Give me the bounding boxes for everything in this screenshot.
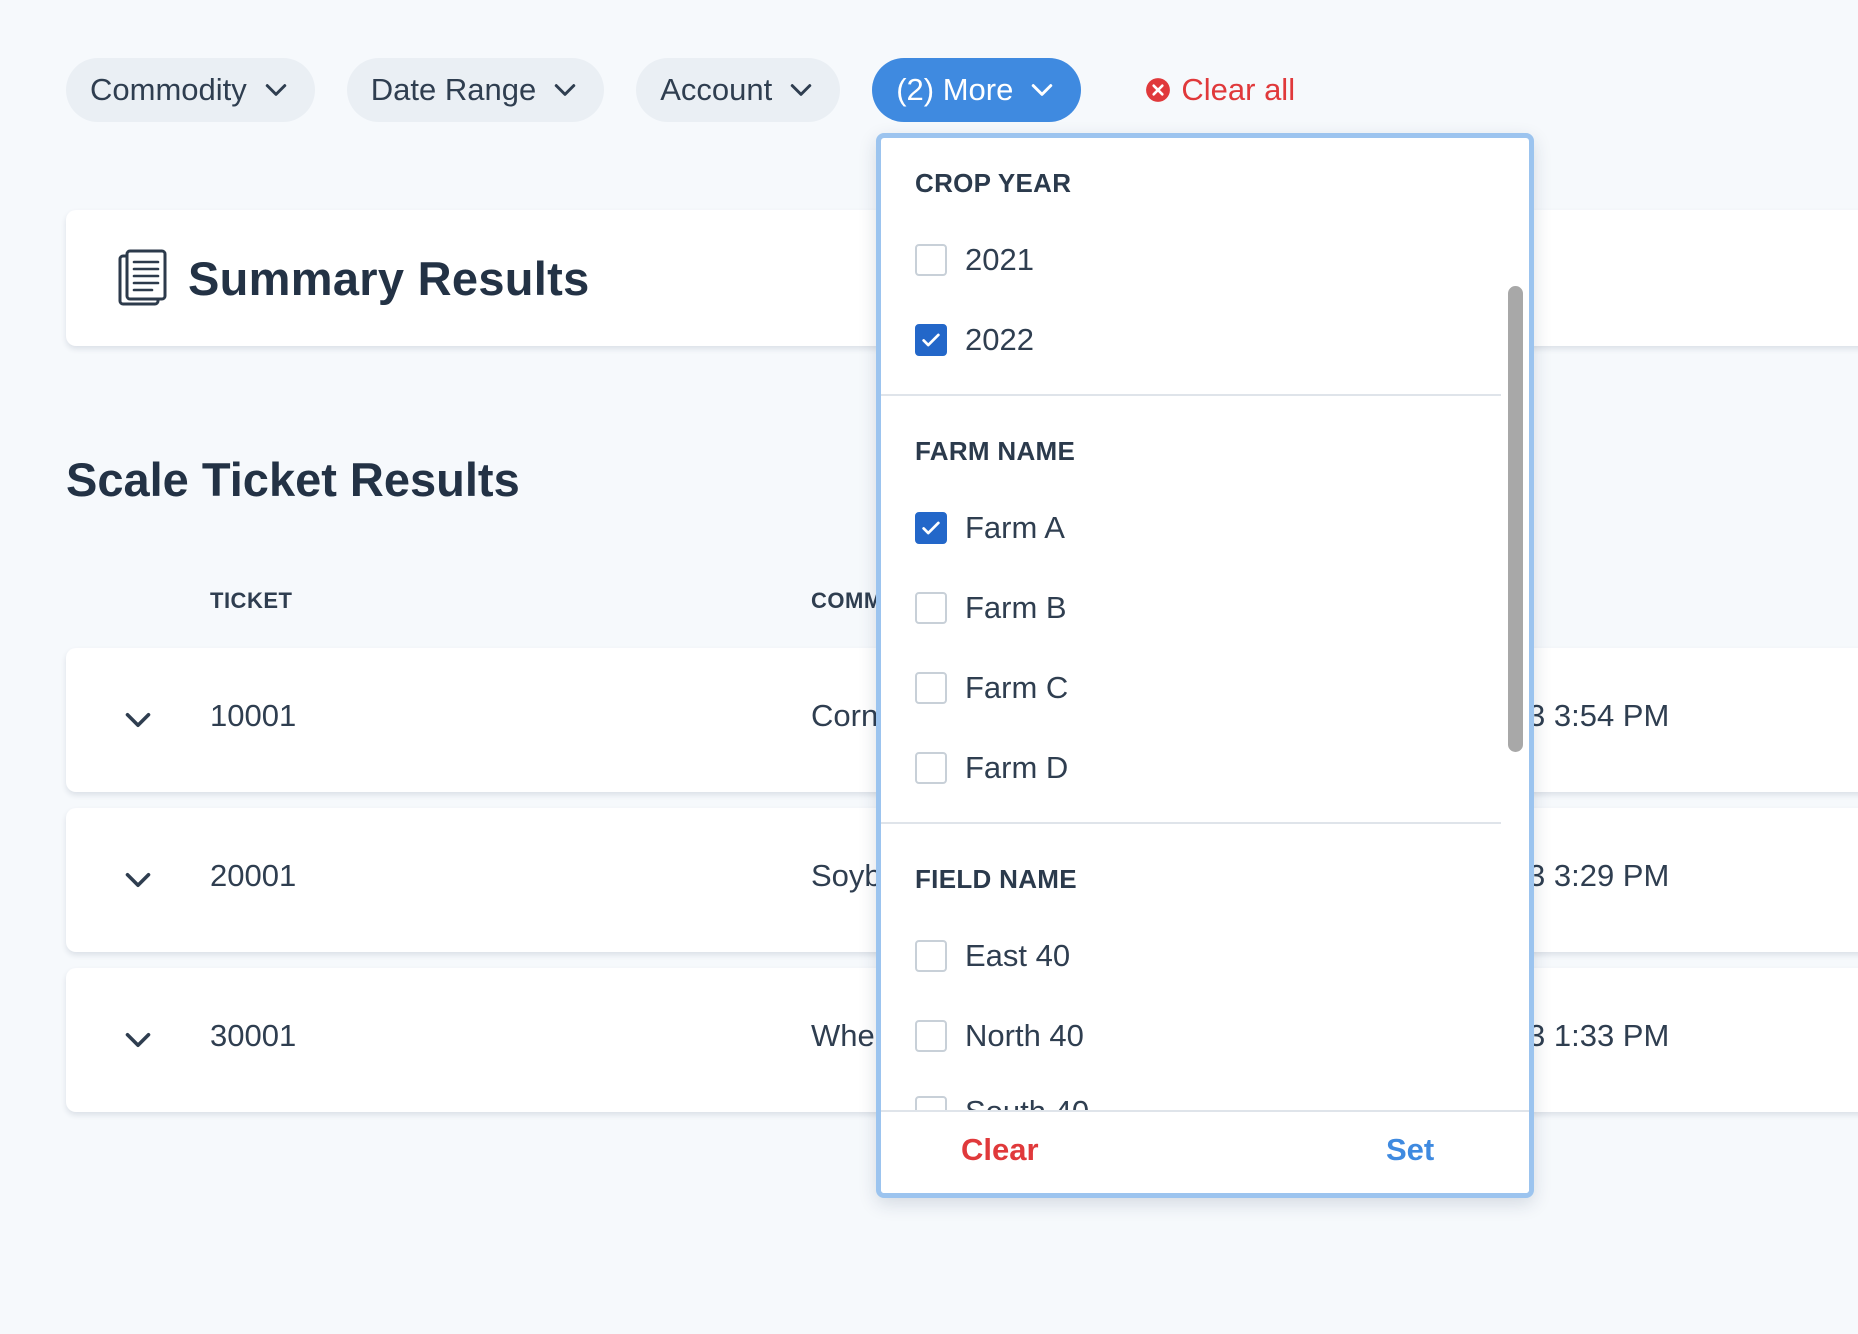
summary-title: Summary Results xyxy=(188,251,590,305)
scrollbar-thumb[interactable] xyxy=(1508,286,1523,752)
option-label: North 40 xyxy=(965,1018,1084,1053)
checkmark-icon xyxy=(922,521,940,535)
group-title-field-name: FIELD NAME xyxy=(915,864,1077,894)
commodity-filter-button[interactable]: Commodity xyxy=(66,58,315,122)
checkbox[interactable] xyxy=(915,244,947,276)
date-cell: 3 1:33 PM xyxy=(1528,1018,1670,1053)
checkbox[interactable] xyxy=(915,672,947,704)
ticket-cell: 10001 xyxy=(210,698,297,733)
account-filter-button[interactable]: Account xyxy=(636,58,841,122)
more-filters-dropdown: CROP YEAR 2021 2022 FARM NAME Farm A Far… xyxy=(876,133,1534,1198)
option-farm-c[interactable]: Farm C xyxy=(915,668,1068,708)
checkbox[interactable] xyxy=(915,592,947,624)
ticket-cell: 30001 xyxy=(210,1018,297,1053)
chevron-down-icon xyxy=(265,84,287,96)
chevron-down-icon[interactable] xyxy=(120,1022,156,1058)
date-cell: 3 3:54 PM xyxy=(1528,698,1670,733)
document-icon xyxy=(118,249,167,306)
chevron-down-icon xyxy=(790,84,812,96)
chevron-down-icon xyxy=(554,84,576,96)
option-2021[interactable]: 2021 xyxy=(915,240,1034,280)
commodity-filter-label: Commodity xyxy=(90,72,247,107)
dropdown-clear-button[interactable]: Clear xyxy=(961,1132,1039,1167)
clear-all-label: Clear all xyxy=(1181,72,1296,107)
chevron-down-icon[interactable] xyxy=(120,702,156,738)
option-label: Farm B xyxy=(965,590,1067,625)
account-filter-label: Account xyxy=(660,72,773,107)
option-label: South 40 xyxy=(965,1094,1089,1110)
column-header-commodity[interactable]: COMM xyxy=(811,588,883,613)
more-filters-label: (2) More xyxy=(896,72,1014,107)
dropdown-scroll-area[interactable]: CROP YEAR 2021 2022 FARM NAME Farm A Far… xyxy=(881,138,1529,1110)
date-range-filter-button[interactable]: Date Range xyxy=(346,58,605,122)
divider xyxy=(881,822,1501,824)
date-range-filter-label: Date Range xyxy=(370,72,537,107)
date-cell: 3 3:29 PM xyxy=(1528,858,1670,893)
commodity-cell: Corn xyxy=(811,698,879,733)
close-circle-icon xyxy=(1146,78,1171,102)
more-filters-button[interactable]: (2) More xyxy=(872,58,1082,122)
checkbox[interactable] xyxy=(915,940,947,972)
checkmark-icon xyxy=(922,333,940,347)
filter-bar: Commodity Date Range Account (2) More Cl… xyxy=(66,58,1295,122)
option-2022[interactable]: 2022 xyxy=(915,320,1034,360)
option-north-40[interactable]: North 40 xyxy=(915,1016,1084,1056)
option-label: Farm A xyxy=(965,510,1065,545)
group-title-farm-name: FARM NAME xyxy=(915,436,1076,466)
group-title-crop-year: CROP YEAR xyxy=(915,168,1072,198)
checkbox[interactable] xyxy=(915,324,947,356)
option-farm-d[interactable]: Farm D xyxy=(915,748,1068,788)
option-farm-a[interactable]: Farm A xyxy=(915,508,1065,548)
option-east-40[interactable]: East 40 xyxy=(915,936,1070,976)
chevron-down-icon[interactable] xyxy=(120,862,156,898)
scale-ticket-title: Scale Ticket Results xyxy=(66,453,520,506)
divider xyxy=(881,394,1501,396)
option-farm-b[interactable]: Farm B xyxy=(915,588,1067,628)
ticket-cell: 20001 xyxy=(210,858,297,893)
clear-all-button[interactable]: Clear all xyxy=(1145,72,1295,108)
dropdown-set-button[interactable]: Set xyxy=(1386,1132,1435,1167)
option-label: Farm D xyxy=(965,750,1069,785)
commodity-cell: Soyb xyxy=(811,858,882,893)
checkbox[interactable] xyxy=(915,1020,947,1052)
option-label: East 40 xyxy=(965,938,1071,973)
option-label: 2021 xyxy=(965,242,1034,277)
checkbox[interactable] xyxy=(915,512,947,544)
dropdown-footer: Clear Set xyxy=(881,1110,1529,1193)
checkbox[interactable] xyxy=(915,752,947,784)
option-label: 2022 xyxy=(965,322,1034,357)
checkbox[interactable] xyxy=(915,1096,947,1110)
option-south-40[interactable]: South 40 xyxy=(915,1092,1089,1110)
chevron-down-icon xyxy=(1032,84,1053,96)
column-header-ticket[interactable]: TICKET xyxy=(210,588,293,613)
option-label: Farm C xyxy=(965,670,1069,705)
